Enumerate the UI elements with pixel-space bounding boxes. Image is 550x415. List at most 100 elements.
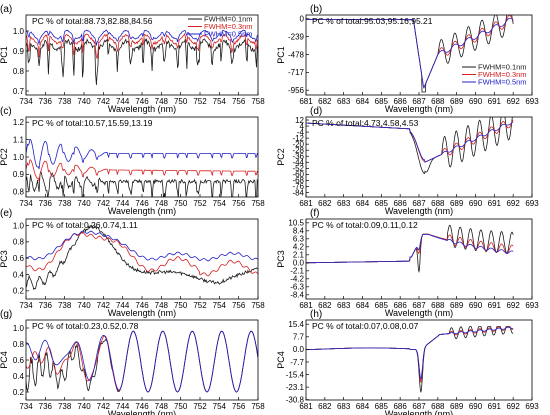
x-tick-label: 687 (412, 199, 426, 208)
panel-label: (d) (310, 106, 322, 117)
y-tick-label: -4 (297, 128, 305, 137)
x-tick-label: 746 (135, 97, 149, 106)
x-tick-label: 752 (193, 97, 207, 106)
x-tick-label: 744 (116, 199, 130, 208)
legend-label: FWHM=0.3nm (478, 70, 527, 79)
series-line-black (306, 326, 514, 394)
y-tick-label: 0.9 (13, 47, 25, 56)
y-tick-label: 0.6 (13, 356, 25, 365)
x-tick-label: 688 (431, 402, 445, 411)
y-tick-label: 1.1 (13, 135, 25, 144)
x-tick-label: 738 (58, 301, 72, 310)
y-axis-label: PC2 (276, 148, 286, 166)
x-tick-label: 758 (251, 97, 265, 106)
y-tick-label: -36 (292, 152, 304, 161)
x-tick-label: 742 (97, 199, 111, 208)
x-tick-label: 736 (39, 199, 53, 208)
pc-percent-text: PC % of total:4.73,4.58,4.53 (312, 118, 419, 128)
y-tick-label: -12 (292, 134, 304, 143)
x-tick-label: 750 (174, 402, 188, 411)
y-tick-label: 0.2 (13, 287, 25, 296)
x-tick-label: 738 (58, 402, 72, 411)
x-tick-label: 744 (116, 301, 130, 310)
legend-label: FWHM=0.1nm (478, 63, 527, 72)
x-tick-label: 686 (393, 97, 407, 106)
x-tick-label: 687 (412, 301, 426, 310)
y-axis-label: PC4 (276, 351, 286, 369)
x-tick-label: 689 (450, 199, 464, 208)
x-tick-label: 740 (77, 301, 91, 310)
panel-b: 681 682 683 684 685 686 687 688 689 690 691 692 693 0… (276, 4, 539, 114)
pc-percent-text: PC % of total:0.26,0.74,1.11 (32, 220, 138, 230)
legend-label: FWHM=0.5nm (204, 30, 253, 39)
y-tick-label: 0.8 (13, 188, 25, 197)
series-line-black (306, 224, 514, 273)
y-tick-label: 4.2 (293, 243, 305, 252)
y-tick-label: -20 (292, 140, 304, 149)
series-line-red (306, 326, 514, 383)
y-tick-label: -717 (288, 68, 305, 77)
series-group (306, 326, 514, 394)
legend-label: FWHM=0.3nm (204, 22, 253, 31)
axes-frame (305, 218, 533, 300)
series-group (306, 117, 514, 175)
panel-label: (g) (0, 309, 12, 320)
x-tick-label: 686 (393, 402, 407, 411)
x-tick-label: 684 (356, 199, 370, 208)
x-tick-label: 688 (431, 199, 445, 208)
y-tick-label: 0.0 (293, 345, 305, 354)
x-axis-label: Wavelength (nm) (385, 409, 453, 415)
x-tick-label: 756 (232, 301, 246, 310)
x-tick-label: 746 (135, 199, 149, 208)
pc-percent-text: PC % of total:95.03,95.16,95.21 (312, 16, 433, 26)
x-tick-label: 689 (450, 402, 464, 411)
x-tick-label: 684 (356, 97, 370, 106)
y-tick-label: -84 (292, 188, 304, 197)
y-tick-label: 0.0 (293, 259, 305, 268)
x-tick-label: 691 (488, 199, 502, 208)
x-tick-label: 691 (488, 301, 502, 310)
x-tick-label: 748 (155, 301, 169, 310)
y-tick-label: -60 (292, 170, 304, 179)
y-tick-label: 1.2 (13, 118, 25, 127)
y-tick-label: -956 (288, 86, 305, 95)
y-tick-label: 7.7 (293, 333, 305, 342)
y-tick-label: -30.8 (286, 395, 305, 404)
x-tick-label: 750 (174, 97, 188, 106)
x-tick-label: 693 (525, 301, 539, 310)
series-line-black (26, 170, 258, 197)
y-tick-label: 0.4 (13, 372, 25, 381)
x-tick-label: 746 (135, 301, 149, 310)
series-line-red (26, 159, 258, 182)
x-tick-label: 688 (431, 301, 445, 310)
pc-percent-text: PC % of total:88.73,82.88,84.56 (32, 16, 153, 26)
x-tick-label: 683 (337, 199, 351, 208)
y-tick-label: 0.2 (13, 388, 25, 397)
y-tick-label: 0.8 (13, 238, 25, 247)
x-axis-label: Wavelength (nm) (385, 206, 453, 216)
pc-percent-text: PC % of total:0.23,0.52,0.78 (32, 321, 139, 331)
x-tick-label: 693 (525, 199, 539, 208)
series-group (26, 139, 258, 197)
y-tick-label: 10.5 (288, 219, 304, 228)
x-tick-label: 682 (318, 402, 332, 411)
x-tick-label: 689 (450, 97, 464, 106)
x-tick-label: 754 (213, 199, 227, 208)
panel-a: 734 736 738 740 742 744 746 748 750 752 754 756 758 0… (0, 4, 265, 114)
x-tick-label: 752 (193, 301, 207, 310)
series-line-red (26, 32, 258, 60)
y-tick-label: -52 (292, 164, 304, 173)
series-line-blue (26, 230, 258, 262)
x-tick-label: 685 (375, 301, 389, 310)
y-tick-label: 0.4 (13, 270, 25, 279)
x-tick-label: 691 (488, 402, 502, 411)
y-tick-label: -44 (292, 158, 304, 167)
panel-label: (a) (0, 4, 12, 15)
x-tick-label: 685 (375, 402, 389, 411)
x-tick-label: 744 (116, 402, 130, 411)
x-tick-label: 683 (337, 402, 351, 411)
x-tick-label: 684 (356, 402, 370, 411)
panel-c: 734 736 738 740 742 744 746 748 750 752 754 756 758 0… (0, 106, 265, 216)
